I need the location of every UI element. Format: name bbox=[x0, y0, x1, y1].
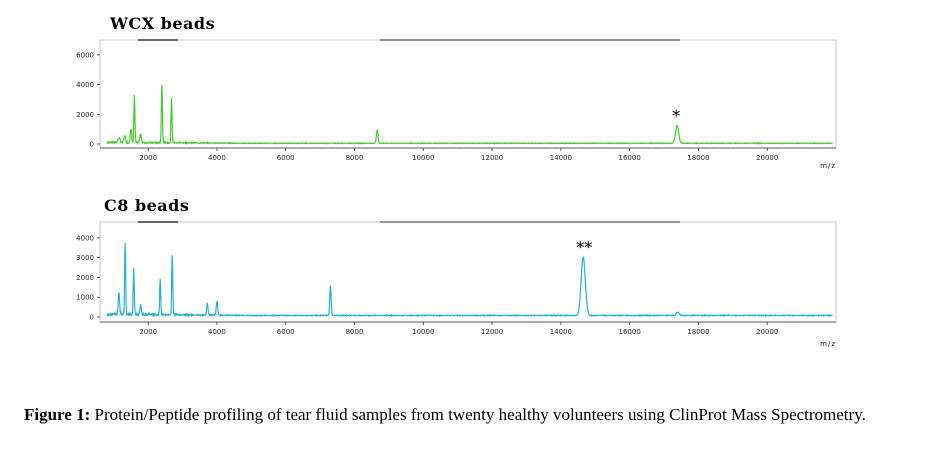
caption-label: Figure 1: bbox=[24, 405, 91, 424]
c8-x-tick-label: 18000 bbox=[687, 328, 709, 336]
c8-y-tick-label: 1000 bbox=[76, 294, 94, 302]
c8-x-axis-label: m/z bbox=[820, 340, 836, 348]
caption-text: Protein/Peptide profiling of tear fluid … bbox=[94, 405, 866, 424]
c8-spectrum-chart: 2000 4000 6000 8000 10000 12000 14000 16000 1800… bbox=[76, 221, 837, 348]
wcx-x-tick-label: 16000 bbox=[619, 154, 641, 162]
c8-x-tick-label: 8000 bbox=[346, 328, 364, 336]
c8-x-tick-label: 20000 bbox=[756, 328, 778, 336]
wcx-x-tick-label: 2000 bbox=[139, 154, 157, 162]
c8-x-tick-label: 10000 bbox=[412, 328, 434, 336]
wcx-peak-annotation: * bbox=[672, 106, 680, 125]
wcx-x-tick-label: 6000 bbox=[277, 154, 295, 162]
wcx-plot-frame bbox=[99, 39, 837, 149]
c8-x-tick-label: 2000 bbox=[139, 328, 157, 336]
wcx-y-tick-label: 6000 bbox=[76, 51, 94, 59]
wcx-x-tick-label: 18000 bbox=[687, 154, 709, 162]
c8-y-tick-label: 3000 bbox=[76, 254, 94, 262]
wcx-chart-title: WCX beads bbox=[110, 14, 216, 33]
wcx-spectrum-series bbox=[106, 84, 833, 146]
c8-chart-title: C8 beads bbox=[104, 196, 190, 215]
wcx-x-tick-label: 10000 bbox=[412, 154, 434, 162]
wcx-x-tick-label: 12000 bbox=[481, 154, 503, 162]
wcx-x-tick-label: 14000 bbox=[550, 154, 572, 162]
c8-x-tick-label: 14000 bbox=[550, 328, 572, 336]
c8-peak-annotation: ** bbox=[576, 238, 592, 257]
wcx-spectrum-chart: 2000 4000 6000 8000 10000 12000 14000 16000 1800… bbox=[76, 39, 837, 170]
figure-caption: Figure 1: Protein/Peptide profiling of t… bbox=[24, 404, 914, 426]
c8-y-tick-label: 2000 bbox=[76, 274, 94, 282]
c8-x-tick-label: 6000 bbox=[277, 328, 295, 336]
wcx-x-tick-label: 4000 bbox=[208, 154, 226, 162]
c8-spectrum-series bbox=[106, 242, 833, 318]
c8-y-tick-label: 0 bbox=[90, 314, 94, 322]
c8-x-tick-label: 16000 bbox=[619, 328, 641, 336]
c8-y-tick-label: 4000 bbox=[76, 234, 94, 242]
c8-x-tick-label: 12000 bbox=[481, 328, 503, 336]
wcx-y-tick-label: 0 bbox=[90, 141, 94, 149]
wcx-x-axis-label: m/z bbox=[820, 162, 836, 170]
c8-plot-frame bbox=[99, 221, 837, 323]
wcx-x-tick-label: 8000 bbox=[346, 154, 364, 162]
wcx-x-tick-label: 20000 bbox=[756, 154, 778, 162]
wcx-y-tick-label: 2000 bbox=[76, 111, 94, 119]
c8-x-tick-label: 4000 bbox=[208, 328, 226, 336]
wcx-y-tick-label: 4000 bbox=[76, 81, 94, 89]
